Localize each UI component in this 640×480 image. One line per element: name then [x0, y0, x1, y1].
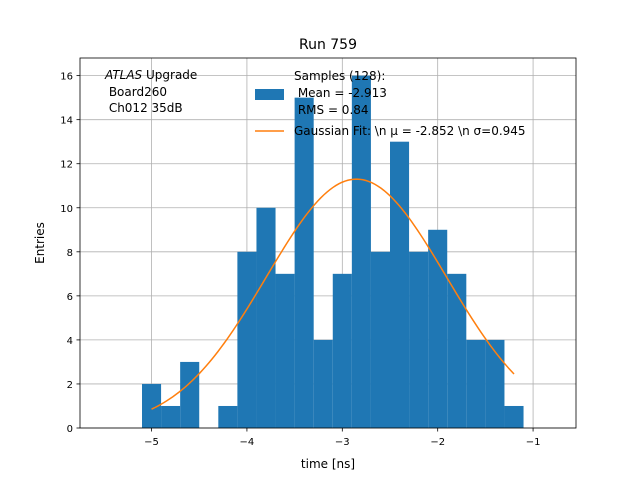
histogram-bar-7 — [275, 273, 295, 428]
x-tick-label-0: −5 — [144, 437, 159, 448]
y-axis-ticks: 0 2 4 6 8 10 12 14 16 — [60, 72, 80, 435]
histogram-bar-18 — [485, 339, 505, 428]
legend-histogram-label: Samples (128): Mean = -2.913 RMS = 0.84 — [294, 69, 387, 117]
histogram-bar-17 — [466, 339, 486, 428]
x-axis-ticks: −5 −4 −3 −2 −1 — [144, 428, 540, 448]
atlas-label: ATLAS — [104, 68, 143, 82]
histogram-bar-8 — [294, 97, 314, 429]
legend-histogram-swatch — [255, 89, 284, 100]
histogram-bars — [142, 75, 524, 429]
x-tick-label-2: −3 — [335, 437, 350, 448]
histogram-bar-4 — [218, 405, 238, 428]
y-tick-label-1: 2 — [67, 380, 73, 391]
y-tick-label-5: 10 — [60, 204, 73, 215]
y-tick-label-4: 8 — [67, 248, 73, 259]
channel-label: Ch012 35dB — [105, 101, 183, 115]
y-tick-label-3: 6 — [67, 292, 73, 303]
svg-text:ATLAS Upgrade: ATLAS Upgrade — [104, 68, 197, 82]
y-tick-label-6: 12 — [60, 160, 73, 171]
histogram-bar-14 — [409, 251, 429, 428]
histogram-bar-15 — [428, 229, 448, 428]
histogram-bar-10 — [332, 273, 352, 428]
histogram-bar-5 — [237, 251, 257, 428]
histogram-bar-19 — [504, 405, 524, 428]
legend: Samples (128): Mean = -2.913 RMS = 0.84 … — [255, 69, 526, 138]
histogram-bar-9 — [313, 339, 333, 428]
atlas-annotation: ATLAS Upgrade Board260 Ch012 35dB — [104, 68, 197, 115]
legend-fit-label: Gaussian Fit: \n μ = -2.852 \n σ=0.945 — [294, 124, 526, 138]
board-label: Board260 — [105, 85, 167, 99]
y-tick-label-7: 14 — [60, 116, 73, 127]
histogram-bar-0 — [142, 383, 162, 428]
x-tick-label-1: −4 — [240, 437, 255, 448]
x-tick-label-3: −2 — [430, 437, 445, 448]
x-tick-label-4: −1 — [526, 437, 541, 448]
plot-frame — [79, 57, 577, 429]
upgrade-label: Upgrade — [142, 68, 197, 82]
histogram-bar-16 — [447, 273, 467, 428]
chart-title: Run 759 — [299, 37, 357, 53]
y-tick-label-2: 4 — [67, 336, 73, 347]
y-axis-label: Entries — [33, 222, 47, 264]
x-axis-label: time [ns] — [301, 457, 355, 471]
histogram-bar-12 — [370, 251, 390, 428]
histogram-bar-1 — [161, 405, 181, 428]
histogram-bar-11 — [351, 75, 371, 428]
histogram-bar-13 — [390, 141, 410, 428]
y-tick-label-8: 16 — [60, 72, 73, 83]
histogram-bar-6 — [256, 207, 276, 428]
gaussian-fit-line — [151, 178, 515, 410]
histogram-bar-2 — [180, 361, 200, 428]
y-tick-label-0: 0 — [67, 424, 73, 435]
